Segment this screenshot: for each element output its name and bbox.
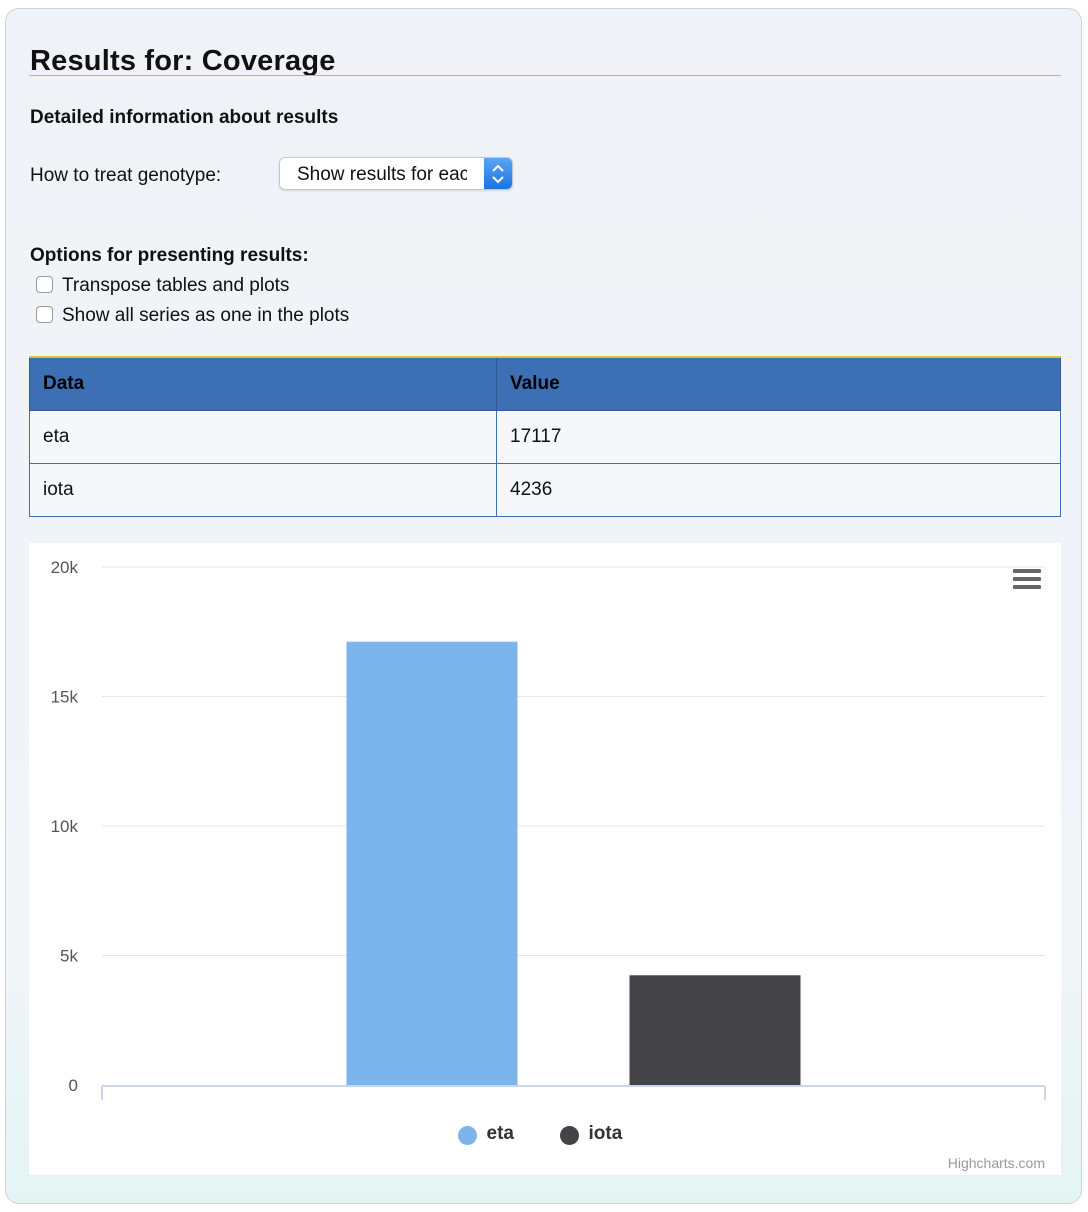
- table-row: eta 17117: [29, 410, 1061, 464]
- chart-plot-area: 0 5k 10k 15k 20k: [51, 558, 1046, 1100]
- select-arrows-icon: [484, 158, 512, 189]
- table-cell-data: iota: [29, 463, 497, 517]
- transpose-label[interactable]: Transpose tables and plots: [62, 275, 290, 296]
- y-tick-label: 20k: [51, 558, 79, 577]
- chart-menu-icon[interactable]: [1013, 569, 1041, 589]
- genotype-select-value: Show results for each genotype: [297, 164, 467, 185]
- coverage-chart: 0 5k 10k 15k 20k eta iota Highcharts.com: [29, 543, 1061, 1175]
- chart-credits[interactable]: Highcharts.com: [947, 1155, 1045, 1171]
- chart-legend: eta iota: [29, 1121, 1061, 1147]
- one-series-checkbox[interactable]: [36, 306, 53, 323]
- results-table: Data Value eta 17117 iota 4236: [29, 356, 1061, 517]
- results-panel: Results for: Coverage Detailed informati…: [5, 8, 1082, 1204]
- legend-dot-icon: [559, 1126, 579, 1145]
- options-heading: Options for presenting results:: [30, 245, 309, 266]
- y-tick-label: 5k: [60, 947, 78, 966]
- table-cell-value: 17117: [496, 410, 1061, 464]
- genotype-label: How to treat genotype:: [30, 165, 222, 186]
- legend-label: eta: [486, 1123, 514, 1144]
- transpose-checkbox[interactable]: [36, 276, 53, 293]
- one-series-label[interactable]: Show all series as one in the plots: [62, 305, 350, 326]
- y-tick-label: 10k: [51, 817, 79, 836]
- y-tick-label: 0: [69, 1076, 78, 1095]
- table-cell-value: 4236: [496, 463, 1061, 517]
- bar-iota: [629, 975, 801, 1085]
- legend-dot-icon: [457, 1126, 477, 1145]
- title-divider: [29, 75, 1061, 76]
- page-title: Results for: Coverage: [30, 45, 336, 77]
- results-subheading: Detailed information about results: [30, 107, 339, 128]
- column-header-value: Value: [496, 356, 1061, 411]
- table-row: iota 4236: [29, 463, 1061, 517]
- column-header-data: Data: [29, 356, 497, 411]
- bar-eta: [346, 641, 518, 1085]
- table-cell-data: eta: [29, 410, 497, 464]
- legend-label: iota: [588, 1123, 623, 1144]
- genotype-select[interactable]: Show results for each genotype: [279, 157, 513, 190]
- table-header-row: Data Value: [29, 356, 1061, 411]
- y-tick-label: 15k: [51, 688, 79, 707]
